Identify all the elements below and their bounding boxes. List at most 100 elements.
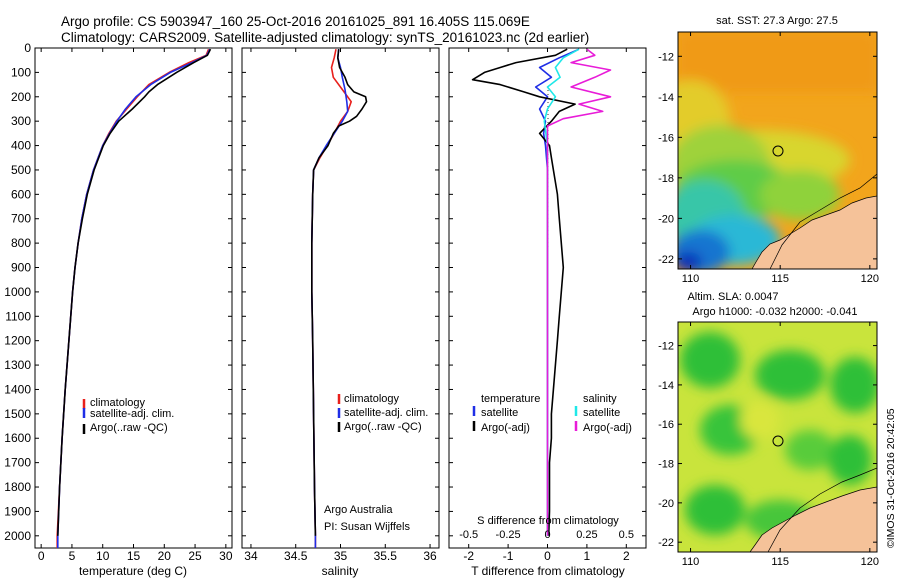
x-tick-label: 35 bbox=[334, 549, 348, 563]
x-tick-label: 10 bbox=[96, 549, 110, 563]
lat-tick-label: -14 bbox=[658, 92, 674, 104]
depth-tick-label: 1600 bbox=[4, 431, 31, 445]
sla-map-ticks: -12 -14 -16 -18 -20 -22 110 115 120 bbox=[658, 322, 879, 568]
legend-header-temperature: temperature bbox=[481, 393, 540, 405]
sst-map: sat. SST: 27.3 Argo: 27.5 -12 -14 -16 -18 -2… bbox=[658, 15, 879, 285]
lat-tick-label: -22 bbox=[658, 537, 674, 549]
annotation-argo-australia: Argo Australia bbox=[324, 504, 393, 516]
s-difference-tick-labels: -0.5 -0.25 0 0.25 0.5 bbox=[459, 529, 634, 541]
legend-argo: Argo(..raw -QC) bbox=[90, 422, 168, 434]
salinity-axis-ticks: 34 34.5 35 35.5 36 bbox=[242, 47, 439, 563]
salinity-legend: climatology satellite-adj. clim. Argo(..… bbox=[337, 393, 428, 433]
depth-tick-label: 1300 bbox=[4, 358, 31, 372]
depth-tick-label: 1500 bbox=[4, 407, 31, 421]
temperature-panel: 0 5 10 15 20 25 30 0 100 200 300 400 500 600 700 800 90… bbox=[4, 41, 233, 578]
x-tick-label: 15 bbox=[127, 549, 141, 563]
series-line-temperature-argo-adj- bbox=[471, 48, 576, 536]
salinity-panel: 34 34.5 35 35.5 36 salinity climatology sate… bbox=[241, 47, 440, 578]
legend-argo: Argo(..raw -QC) bbox=[344, 421, 422, 433]
depth-tick-label: 400 bbox=[11, 139, 31, 153]
legend-climatology: climatology bbox=[90, 397, 146, 409]
x-tick-label: 25 bbox=[188, 549, 202, 563]
lon-tick-label: 120 bbox=[861, 273, 879, 285]
legend-s-argo: Argo(-adj) bbox=[583, 422, 632, 434]
difference-series bbox=[471, 48, 612, 536]
lon-tick-label: 120 bbox=[861, 556, 879, 568]
lat-tick-label: -20 bbox=[658, 213, 674, 225]
x-tick-label: 1 bbox=[584, 549, 591, 563]
temperature-legend: climatology satellite-adj. clim. Argo(..… bbox=[82, 397, 174, 434]
x-tick-label: 34 bbox=[244, 549, 258, 563]
figure-title-line2: Climatology: CARS2009. Satellite-adjuste… bbox=[61, 30, 589, 45]
x-tick-label: 35.5 bbox=[374, 549, 398, 563]
imos-timestamp: ©IMOS 31-Oct-2016 20:42:05 bbox=[885, 408, 897, 548]
temperature-xlabel: temperature (deg C) bbox=[79, 564, 187, 578]
x-tick-label: 20 bbox=[158, 549, 172, 563]
depth-tick-labels: 0 100 200 300 400 500 600 700 800 900 1000 1100 1200… bbox=[4, 41, 31, 543]
x-tick-label: -2 bbox=[463, 549, 474, 563]
depth-tick-label: 0 bbox=[24, 41, 31, 55]
temperature-series bbox=[56, 48, 212, 548]
sst-map-title: sat. SST: 27.3 Argo: 27.5 bbox=[716, 15, 838, 27]
depth-tick-label: 1200 bbox=[4, 334, 31, 348]
lat-tick-label: -12 bbox=[658, 51, 674, 63]
temperature-axis-ticks: 0 5 10 15 20 25 30 bbox=[35, 47, 233, 563]
t-difference-xlabel: T difference from climatology bbox=[471, 564, 625, 578]
depth-tick-label: 100 bbox=[11, 65, 31, 79]
depth-tick-label: 500 bbox=[11, 163, 31, 177]
x-tick-label: 0 bbox=[544, 549, 551, 563]
depth-tick-label: 2000 bbox=[4, 529, 31, 543]
salinity-series bbox=[310, 49, 368, 548]
depth-tick-label: 900 bbox=[11, 261, 31, 275]
legend-satellite: satellite-adj. clim. bbox=[344, 407, 428, 419]
lon-tick-label: 115 bbox=[771, 273, 789, 285]
depth-tick-label: 1000 bbox=[4, 285, 31, 299]
lat-tick-label: -12 bbox=[658, 341, 674, 353]
lon-tick-label: 115 bbox=[771, 556, 789, 568]
x-tick-label: 2 bbox=[623, 549, 630, 563]
legend-climatology: climatology bbox=[344, 393, 400, 405]
depth-tick-label: 300 bbox=[11, 114, 31, 128]
lat-tick-label: -16 bbox=[658, 132, 674, 144]
x-tick-label: 36 bbox=[423, 549, 437, 563]
depth-tick-label: 700 bbox=[11, 212, 31, 226]
profile-location-marker bbox=[772, 145, 784, 157]
series-line-argo-raw-qc- bbox=[310, 49, 368, 536]
salinity-xlabel: salinity bbox=[322, 564, 359, 578]
lat-tick-label: -22 bbox=[658, 254, 674, 266]
depth-tick-label: 1800 bbox=[4, 480, 31, 494]
figure-title-line1: Argo profile: CS 5903947_160 25-Oct-2016… bbox=[61, 14, 530, 29]
s-difference-tick-label: 0.5 bbox=[619, 529, 634, 541]
lat-tick-label: -20 bbox=[658, 498, 674, 510]
legend-t-argo: Argo(-adj) bbox=[481, 422, 530, 434]
series-line-salinity-argo-adj- bbox=[546, 48, 612, 536]
s-difference-tick-label: 0 bbox=[544, 529, 550, 541]
sla-map: Altim. SLA: 0.0047 Argo h1000: -0.032 h2… bbox=[658, 291, 879, 568]
lat-tick-label: -18 bbox=[658, 459, 674, 471]
s-difference-tick-label: -0.5 bbox=[459, 529, 478, 541]
difference-axis-ticks: -2 -1 0 1 2 bbox=[449, 47, 646, 563]
difference-panel: -2 -1 0 1 2 T difference from climatology S … bbox=[448, 47, 647, 578]
depth-tick-label: 1400 bbox=[4, 382, 31, 396]
depth-tick-label: 200 bbox=[11, 90, 31, 104]
sst-map-ticks: -12 -14 -16 -18 -20 -22 110 115 120 bbox=[658, 32, 879, 285]
lon-tick-label: 110 bbox=[682, 556, 700, 568]
sla-map-title-line2: Argo h1000: -0.032 h2000: -0.041 bbox=[692, 306, 857, 318]
depth-tick-label: 1100 bbox=[5, 309, 31, 323]
legend-t-satellite: satellite bbox=[481, 407, 518, 419]
x-tick-label: 0 bbox=[38, 549, 45, 563]
lon-tick-label: 110 bbox=[682, 273, 700, 285]
s-difference-label: S difference from climatology bbox=[477, 515, 619, 527]
lat-tick-label: -14 bbox=[658, 380, 674, 392]
lat-tick-label: -16 bbox=[658, 419, 674, 431]
annotation-pi: PI: Susan Wijffels bbox=[324, 521, 410, 533]
x-tick-label: 30 bbox=[219, 549, 233, 563]
x-tick-label: 5 bbox=[69, 549, 76, 563]
depth-tick-label: 800 bbox=[11, 236, 31, 250]
profile-location-marker bbox=[772, 435, 784, 447]
lat-tick-label: -18 bbox=[658, 173, 674, 185]
legend-s-satellite: satellite bbox=[583, 407, 620, 419]
legend-satellite: satellite-adj. clim. bbox=[90, 408, 174, 420]
sla-map-title-line1: Altim. SLA: 0.0047 bbox=[687, 291, 778, 303]
